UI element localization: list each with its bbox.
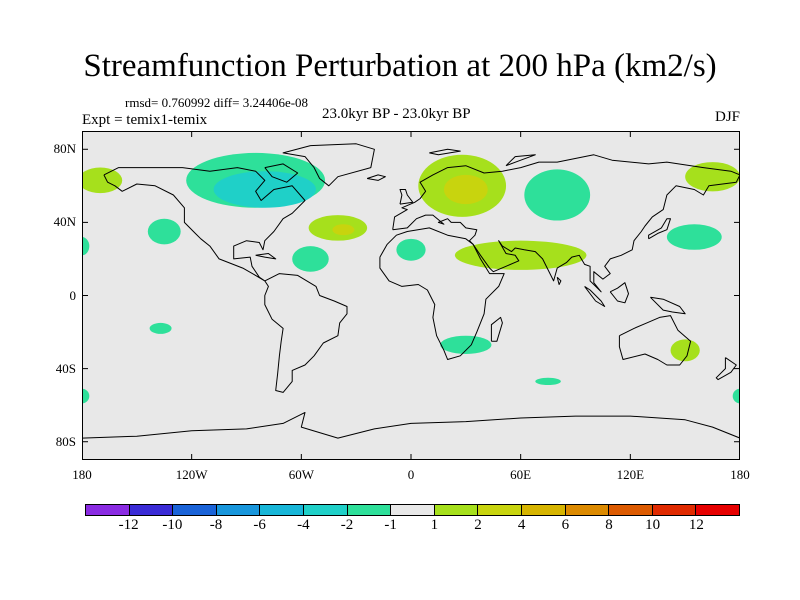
coastline-novaya-zemlya bbox=[505, 154, 536, 167]
anomaly-europe-core bbox=[443, 174, 488, 205]
coastline-sri-lanka bbox=[556, 276, 562, 285]
coastline-new-zealand bbox=[715, 357, 737, 381]
anomaly-middle-east-positive bbox=[454, 240, 587, 270]
map-svg bbox=[82, 131, 740, 460]
colorbar-label: 10 bbox=[645, 517, 661, 533]
lon-label: 120W bbox=[175, 467, 208, 482]
anomaly-pacific-far-north-west bbox=[82, 167, 123, 194]
coastline-antarctica bbox=[82, 412, 740, 439]
subtitle-expt: Expt = temix1-temix bbox=[82, 112, 208, 128]
coastline-north-america bbox=[103, 167, 306, 282]
colorbar-label: -8 bbox=[209, 517, 223, 533]
lon-label: 60W bbox=[288, 467, 314, 482]
coastline-svalbard bbox=[429, 148, 461, 156]
colorbar-label: 2 bbox=[474, 517, 482, 533]
coastline-greenland bbox=[282, 143, 375, 187]
lat-label: 80S bbox=[55, 433, 76, 449]
coastline-sumatra bbox=[584, 285, 606, 307]
lat-label: 0 bbox=[69, 287, 77, 303]
anomaly-edge-southwest-negative bbox=[82, 388, 90, 404]
coastline-africa bbox=[379, 227, 505, 360]
colorbar-swatch bbox=[303, 504, 348, 516]
colorbar-swatch bbox=[521, 504, 566, 516]
anomaly-south-pacific-negative bbox=[149, 322, 172, 334]
colorbar-swatch bbox=[609, 504, 653, 516]
lon-label: 120E bbox=[616, 467, 645, 482]
anomaly-pacific-nw-negative bbox=[666, 224, 722, 250]
coastline-japan bbox=[648, 218, 671, 240]
lon-label: 180 bbox=[72, 467, 92, 482]
map-background bbox=[82, 131, 740, 460]
anomaly-north-america-core bbox=[213, 171, 316, 208]
colorbar-swatch bbox=[391, 504, 435, 516]
anomaly-south-atlantic-negative bbox=[440, 335, 492, 354]
colorbar-label: 4 bbox=[517, 517, 526, 533]
lat-label: 40N bbox=[53, 214, 76, 230]
anomaly-southern-ocean-negative bbox=[535, 377, 561, 386]
colorbar-swatch bbox=[85, 504, 130, 516]
colorbar-swatch bbox=[434, 504, 479, 516]
colorbar-swatch bbox=[652, 504, 697, 516]
colorbar-label: -10 bbox=[162, 517, 183, 533]
coastline-british-isles bbox=[399, 189, 414, 205]
subtitle-period: 23.0kyr BP - 23.0kyr BP bbox=[322, 106, 471, 122]
coastline-borneo bbox=[609, 282, 629, 304]
colorbar-swatch bbox=[173, 504, 217, 516]
colorbar-label: 8 bbox=[605, 517, 613, 533]
anomaly-pacific-ne-negative bbox=[147, 218, 181, 245]
coastline-baffin bbox=[264, 163, 299, 183]
colorbar-label: 1 bbox=[430, 517, 439, 533]
colorbar-swatch bbox=[347, 504, 392, 516]
anomaly-siberia-negative bbox=[524, 169, 591, 221]
colorbar-swatch bbox=[696, 504, 740, 516]
colorbar-swatch bbox=[216, 504, 261, 516]
anomaly-north-atlantic-core bbox=[332, 224, 355, 236]
coastline-eurasia bbox=[392, 154, 740, 293]
lat-label: 80N bbox=[53, 141, 76, 157]
colorbar-label: -1 bbox=[384, 517, 397, 533]
colorbar bbox=[85, 504, 740, 516]
chart-title: Streamfunction Perturbation at 200 hPa (… bbox=[83, 48, 717, 84]
colorbar-swatch bbox=[260, 504, 304, 516]
anomaly-atlantic-west-negative bbox=[292, 246, 329, 272]
anomaly-edge-southeast-negative bbox=[732, 388, 740, 404]
anomaly-north-africa-negative bbox=[396, 238, 426, 261]
subtitle-stats: rmsd= 0.760992 diff= 3.24406e-08 bbox=[125, 95, 309, 110]
lon-label: 180 bbox=[730, 467, 750, 482]
coastline-new-guinea bbox=[650, 296, 686, 315]
lon-label: 0 bbox=[407, 467, 415, 482]
coastline-iceland bbox=[366, 174, 386, 181]
colorbar-swatch bbox=[565, 504, 610, 516]
anomaly-edge-west-negative bbox=[82, 237, 90, 256]
colorbar-label: -12 bbox=[118, 517, 139, 533]
map-panel bbox=[82, 131, 740, 460]
anomaly-australia-positive bbox=[670, 339, 700, 362]
lon-label: 60E bbox=[510, 467, 532, 482]
season-label: DJF bbox=[714, 109, 740, 125]
coastline-cuba bbox=[255, 253, 277, 260]
coastline-south-america bbox=[264, 273, 348, 393]
colorbar-label: -6 bbox=[253, 517, 266, 533]
colorbar-swatch bbox=[129, 504, 174, 516]
lat-label: 40S bbox=[55, 360, 76, 376]
colorbar-label: 12 bbox=[688, 517, 704, 533]
colorbar-label: -2 bbox=[340, 517, 354, 533]
colorbar-label: -4 bbox=[297, 517, 310, 533]
coastline-australia bbox=[618, 315, 692, 366]
coastline-madagascar bbox=[490, 316, 503, 342]
colorbar-swatch bbox=[478, 504, 522, 516]
colorbar-label: 6 bbox=[561, 517, 570, 533]
